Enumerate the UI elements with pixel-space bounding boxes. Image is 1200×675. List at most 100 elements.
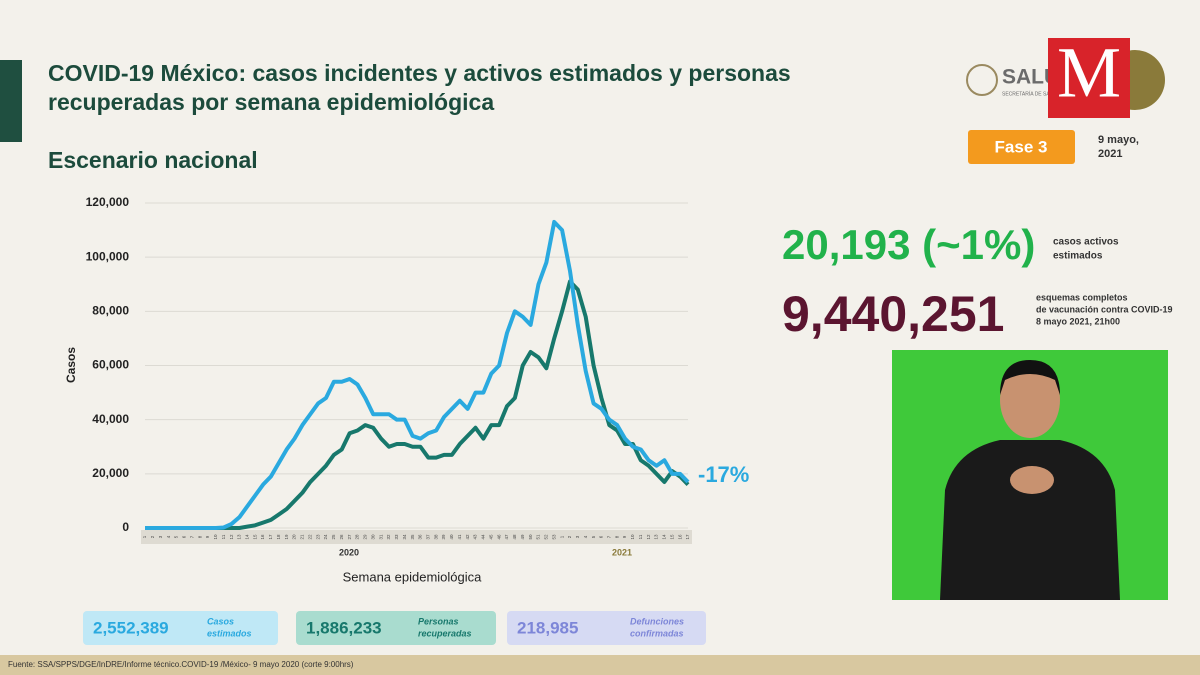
stat-value: 218,985 xyxy=(517,618,578,637)
y-tick-label: 40,000 xyxy=(92,412,129,426)
y-tick-label: 100,000 xyxy=(86,249,130,263)
y-axis-label: Casos xyxy=(64,347,78,383)
year-label: 2021 xyxy=(612,547,632,557)
x-tick-label: 22 xyxy=(307,534,312,540)
x-tick-label: 9 xyxy=(622,535,627,538)
x-tick-label: 15 xyxy=(669,534,674,540)
x-tick-label: 51 xyxy=(536,534,541,540)
x-tick-label: 42 xyxy=(465,534,470,540)
x-tick-label: 30 xyxy=(370,534,375,540)
stat-label: Personas xyxy=(418,616,459,626)
x-tick-label: 19 xyxy=(284,534,289,540)
x-axis-label: Semana epidemiológica xyxy=(343,569,483,584)
x-tick-label: 50 xyxy=(528,534,533,540)
stat-box xyxy=(83,611,278,645)
x-tick-label: 40 xyxy=(449,534,454,540)
x-tick-label: 6 xyxy=(182,535,187,538)
x-tick-label: 33 xyxy=(394,534,399,540)
footer-bar xyxy=(0,655,1200,675)
x-tick-label: 6 xyxy=(599,535,604,538)
vaccinated-label: esquemas completos xyxy=(1036,292,1128,302)
x-tick-label: 5 xyxy=(174,535,179,538)
x-tick-label: 2 xyxy=(567,535,572,538)
y-tick-label: 20,000 xyxy=(92,466,129,480)
series-line xyxy=(145,279,690,530)
y-tick-label: 60,000 xyxy=(92,358,129,372)
x-tick-label: 5 xyxy=(591,535,596,538)
x-tick-label: 41 xyxy=(457,534,462,540)
stat-box xyxy=(507,611,706,645)
active-cases: 20,193 (~1%) xyxy=(782,221,1035,268)
x-tick-label: 38 xyxy=(433,534,438,540)
x-tick-label: 32 xyxy=(386,534,391,540)
salud-emblem xyxy=(966,64,998,96)
x-tick-label: 8 xyxy=(614,535,619,538)
interpreter-video xyxy=(892,350,1168,600)
x-tick-label: 10 xyxy=(213,534,218,540)
x-tick-label: 4 xyxy=(166,535,171,538)
interpreter-hands xyxy=(1010,466,1054,494)
phase-box xyxy=(968,130,1075,164)
interpreter-hair xyxy=(1000,360,1060,395)
stat-label: Casos xyxy=(207,616,234,626)
x-tick-label: 4 xyxy=(583,535,588,538)
accent-bar xyxy=(0,60,22,142)
x-tick-label: 28 xyxy=(355,534,360,540)
x-tick-label: 47 xyxy=(504,534,509,540)
interpreter-body xyxy=(940,440,1120,600)
x-tick-label: 8 xyxy=(197,535,202,538)
x-tick-label: 31 xyxy=(378,534,383,540)
title: COVID-19 México: casos incidentes y acti… xyxy=(48,60,791,86)
x-tick-label: 29 xyxy=(363,534,368,540)
x-tick-label: 43 xyxy=(473,534,478,540)
x-tick-label: 39 xyxy=(441,534,446,540)
x-tick-label: 45 xyxy=(488,534,493,540)
stat-value: 1,886,233 xyxy=(306,618,382,637)
stat-label: estimados xyxy=(207,628,252,638)
active-label: estimados xyxy=(1053,251,1103,262)
footer: Fuente: SSA/SPPS/DGE/InDRE/Informe técni… xyxy=(8,660,354,669)
subtitle: Escenario nacional xyxy=(48,147,258,173)
x-tick-label: 49 xyxy=(520,534,525,540)
x-tick-label: 35 xyxy=(410,534,415,540)
x-tick-label: 3 xyxy=(158,535,163,538)
vaccinated-label: 8 mayo 2021, 21h00 xyxy=(1036,316,1120,326)
stat-box xyxy=(296,611,496,645)
y-tick-label: 120,000 xyxy=(86,195,130,209)
x-tick-label: 48 xyxy=(512,534,517,540)
y-tick-label: 80,000 xyxy=(92,304,129,318)
date: 2021 xyxy=(1098,148,1122,160)
x-tick-label: 37 xyxy=(425,534,430,540)
x-tick-label: 13 xyxy=(237,534,242,540)
x-tick-label: 2 xyxy=(150,535,155,538)
x-tick-label: 14 xyxy=(662,534,667,540)
x-tick-label: 12 xyxy=(229,534,234,540)
x-tick-label: 14 xyxy=(244,534,249,540)
x-tick-label: 12 xyxy=(646,534,651,540)
x-tick-label: 21 xyxy=(300,534,305,540)
m-logo: M xyxy=(1057,33,1121,113)
vaccinated-label: de vacunación contra COVID-19 xyxy=(1036,304,1173,314)
y-tick-label: 0 xyxy=(122,520,129,534)
x-tick-label: 7 xyxy=(606,535,611,538)
x-tick-label: 20 xyxy=(292,534,297,540)
x-tick-label: 53 xyxy=(551,534,556,540)
active-label: casos activos xyxy=(1053,237,1119,248)
interpreter-head xyxy=(1000,362,1060,438)
stat-value: 2,552,389 xyxy=(93,618,169,637)
x-tick-label: 16 xyxy=(677,534,682,540)
phase: Fase 3 xyxy=(995,137,1048,156)
x-tick-label: 17 xyxy=(268,534,273,540)
x-tick-label: 16 xyxy=(260,534,265,540)
x-tick-label: 46 xyxy=(496,534,501,540)
title: recuperadas por semana epidemiológica xyxy=(48,89,494,115)
x-tick-label: 25 xyxy=(331,534,336,540)
x-tick-label: 23 xyxy=(315,534,320,540)
x-tick-label: 15 xyxy=(252,534,257,540)
x-tick-label: 18 xyxy=(276,534,281,540)
x-axis-band xyxy=(141,530,692,544)
x-tick-label: 52 xyxy=(544,534,549,540)
x-tick-label: 11 xyxy=(221,534,226,539)
vaccinated: 9,440,251 xyxy=(782,286,1004,342)
